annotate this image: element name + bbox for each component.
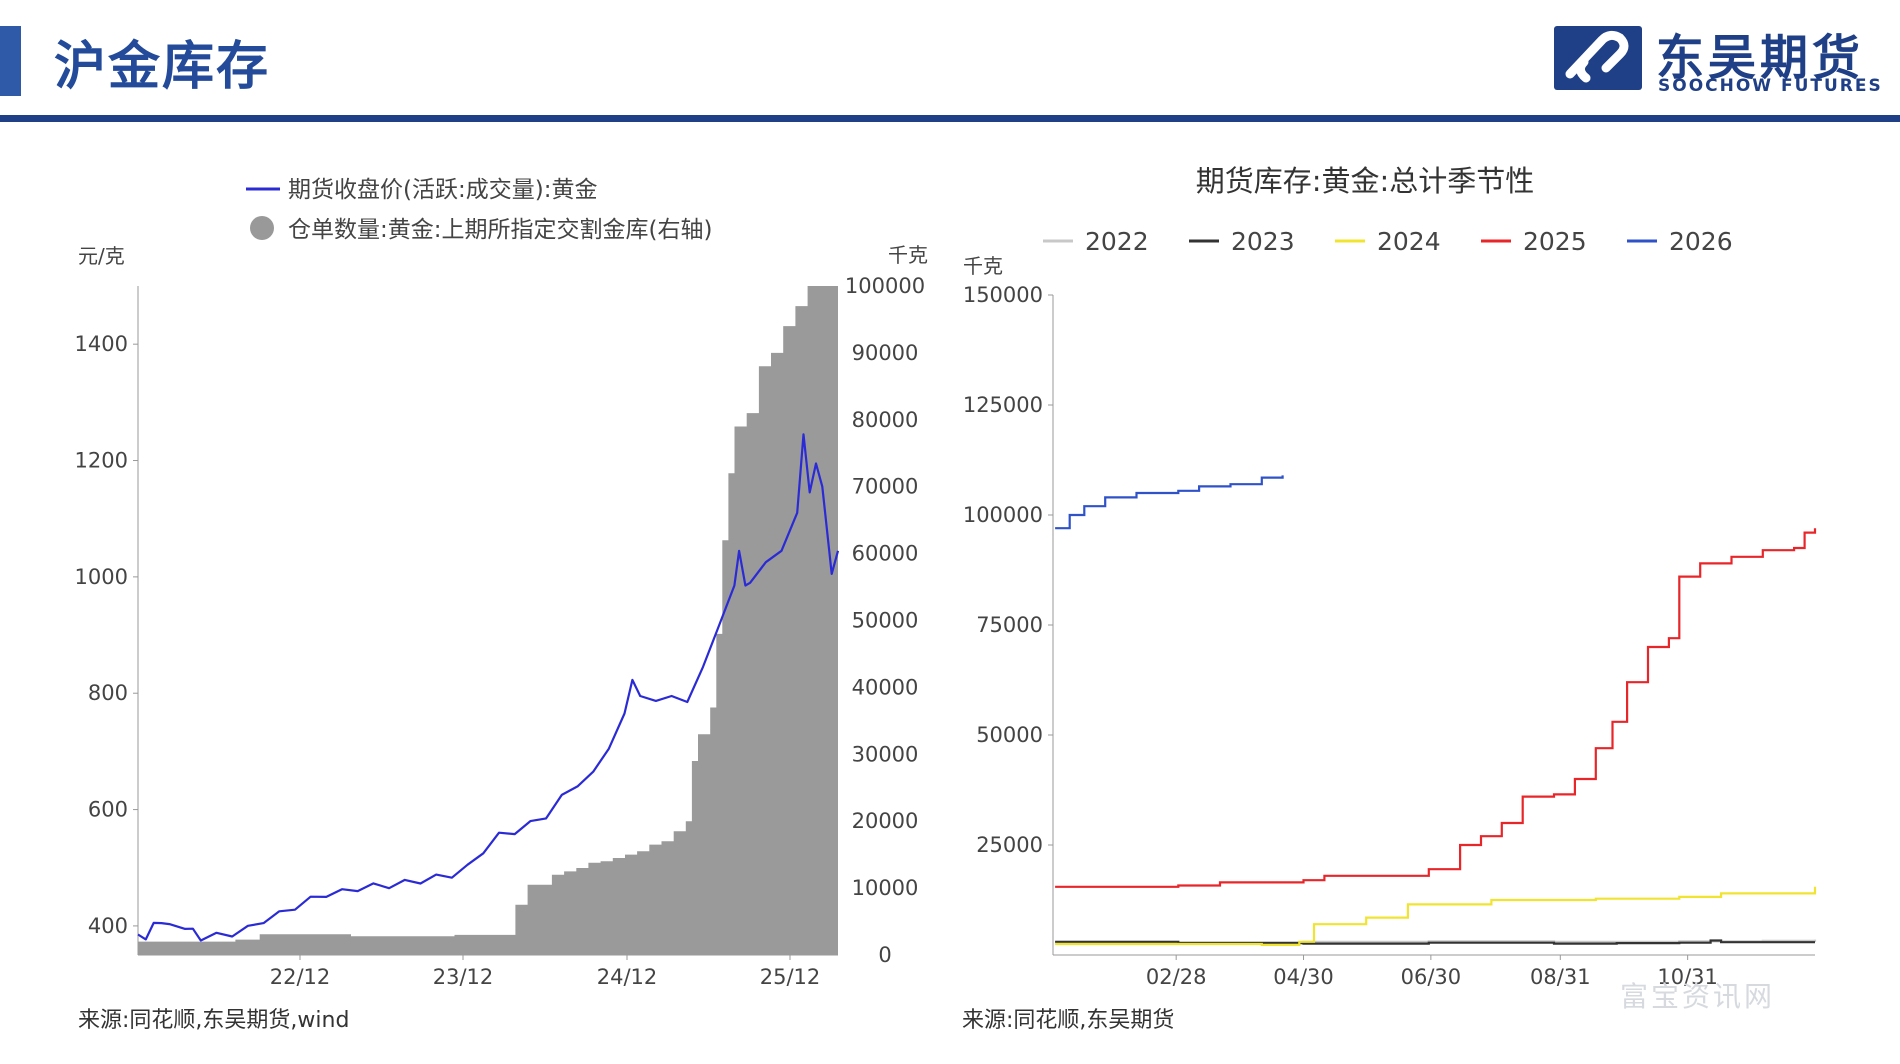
left-y-tick-label: 800 bbox=[88, 681, 128, 705]
right-y-tick-label: 75000 bbox=[976, 613, 1043, 637]
source-note-left: 来源:同花顺,东吴期货,wind bbox=[78, 1008, 350, 1033]
series-line-2026 bbox=[1055, 475, 1284, 530]
right-x-tick-label: 04/30 bbox=[1273, 965, 1334, 989]
right-legend-group: 2022 2023 2024 2025 2026 bbox=[1043, 227, 1733, 256]
right-y-tick-label: 125000 bbox=[963, 393, 1043, 417]
right-y-tick-label: 50000 bbox=[852, 609, 919, 633]
left-y-tick-label: 1200 bbox=[75, 449, 128, 473]
legend-label-2024: 2024 bbox=[1377, 227, 1441, 256]
title-accent-bar bbox=[0, 26, 21, 96]
right-x-tick-label: 06/30 bbox=[1401, 965, 1462, 989]
right-x-tick-label: 02/28 bbox=[1146, 965, 1207, 989]
left-y-tick-label: 400 bbox=[88, 914, 128, 938]
left-y-unit: 元/克 bbox=[78, 244, 125, 268]
right-y-tick-label: 60000 bbox=[852, 542, 919, 566]
left-chart: 元/克 千克 400 600 800 1000 1200 1400 0 10000 20000 300… bbox=[75, 177, 928, 989]
right-y-tick-label: 0 bbox=[878, 943, 891, 967]
right-x-tick-label: 10/31 bbox=[1657, 965, 1718, 989]
legend-label-2023: 2023 bbox=[1231, 227, 1295, 256]
right-y-tick-label: 30000 bbox=[852, 742, 919, 766]
logo-name: 东吴期货 bbox=[1656, 30, 1865, 86]
right-y-tick-label: 40000 bbox=[852, 675, 919, 699]
right-y-tick-label: 100000 bbox=[845, 274, 925, 298]
right-y-tick-label: 20000 bbox=[852, 809, 919, 833]
series-line-2025 bbox=[1055, 528, 1817, 888]
warrant-area-group bbox=[138, 286, 838, 955]
left-x-tick-label: 22/12 bbox=[270, 965, 331, 989]
warrant-area bbox=[138, 286, 838, 955]
right-y-tick-label: 10000 bbox=[852, 876, 919, 900]
legend-warrant-swatch bbox=[250, 216, 274, 240]
right-y-unit: 千克 bbox=[963, 254, 1003, 278]
left-y-tick-label: 1400 bbox=[75, 332, 128, 356]
legend-label-2022: 2022 bbox=[1085, 227, 1149, 256]
brand-logo: 东吴期货 SOOCHOW FUTURES bbox=[1550, 18, 1890, 98]
right-y-tick-label: 100000 bbox=[963, 503, 1043, 527]
header-rule bbox=[0, 115, 1900, 122]
left-x-tick-label: 24/12 bbox=[597, 965, 658, 989]
right-y-tick-label: 90000 bbox=[852, 341, 919, 365]
left-y-tick-label: 1000 bbox=[75, 565, 128, 589]
price-line-group bbox=[137, 433, 840, 942]
right-y-tick-label: 80000 bbox=[852, 408, 919, 432]
price-line bbox=[137, 433, 840, 942]
right-chart-title: 期货库存:黄金:总计季节性 bbox=[1196, 164, 1535, 198]
page-title: 沪金库存 bbox=[54, 37, 271, 97]
series-line-2024 bbox=[1055, 886, 1817, 946]
left-axes-group: 元/克 千克 400 600 800 1000 1200 1400 0 10000 20000 300… bbox=[75, 243, 928, 989]
watermark: 富宝资讯网 bbox=[1620, 980, 1776, 1013]
right-y-unit: 千克 bbox=[888, 243, 928, 267]
right-y-tick-label: 25000 bbox=[976, 833, 1043, 857]
soochow-logo-icon bbox=[1554, 26, 1642, 90]
source-note-right: 来源:同花顺,东吴期货 bbox=[962, 1008, 1175, 1033]
legend-price-label: 期货收盘价(活跃:成交量):黄金 bbox=[288, 177, 597, 203]
left-y-tick-label: 600 bbox=[88, 798, 128, 822]
legend-label-2026: 2026 bbox=[1669, 227, 1733, 256]
logo-subtitle: SOOCHOW FUTURES bbox=[1658, 76, 1883, 96]
legend-warrant-label: 仓单数量:黄金:上期所指定交割金库(右轴) bbox=[288, 217, 712, 243]
right-y-tick-label: 150000 bbox=[963, 283, 1043, 307]
legend-label-2025: 2025 bbox=[1523, 227, 1587, 256]
right-y-tick-label: 70000 bbox=[852, 475, 919, 499]
right-y-tick-label: 50000 bbox=[976, 723, 1043, 747]
right-x-tick-label: 08/31 bbox=[1530, 965, 1591, 989]
left-x-tick-label: 25/12 bbox=[760, 965, 821, 989]
series-line-2023 bbox=[1055, 939, 1815, 945]
seasonal-lines-group bbox=[1055, 475, 1817, 946]
left-x-tick-label: 23/12 bbox=[433, 965, 494, 989]
